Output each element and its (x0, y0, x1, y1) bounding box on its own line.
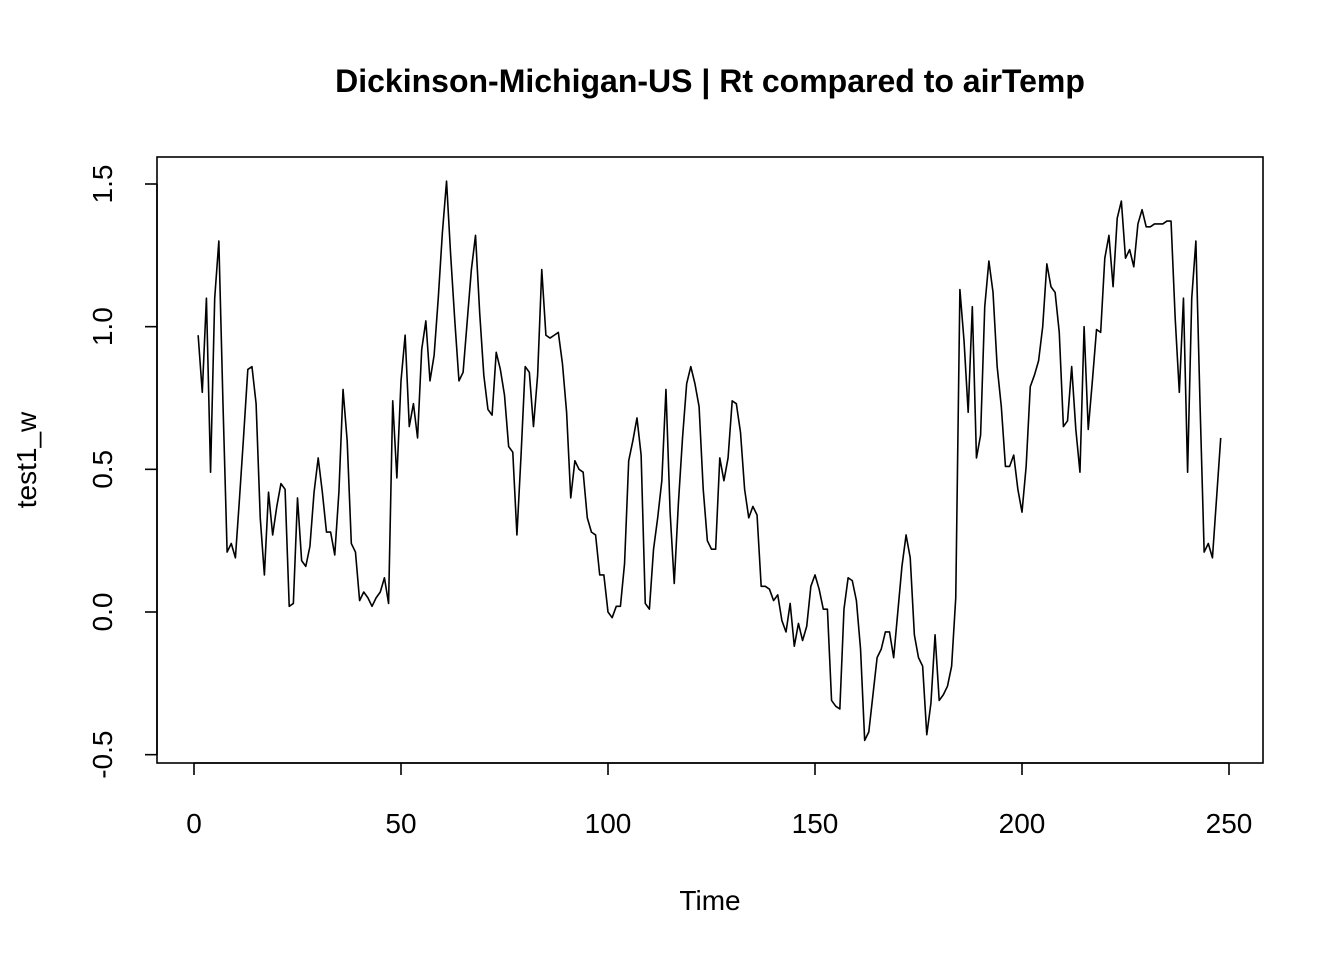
y-axis-label: test1_w (11, 411, 42, 508)
x-tick-label: 150 (792, 808, 839, 839)
series-line (197, 180, 1222, 742)
x-tick-label: 0 (186, 808, 202, 839)
x-axis: 0 50 100 150 200 250 (186, 762, 1253, 839)
y-axis: -0.5 0.0 0.5 1.0 1.5 (87, 165, 158, 779)
x-axis-label: Time (679, 885, 740, 916)
y-tick-label: 0.0 (87, 593, 118, 632)
x-tick-label: 100 (585, 808, 632, 839)
y-tick-label: 1.5 (87, 165, 118, 204)
y-tick-label: -0.5 (87, 731, 118, 779)
y-tick-label: 1.0 (87, 307, 118, 346)
chart-title: Dickinson-Michigan-US | Rt compared to a… (335, 63, 1085, 99)
y-tick-label: 0.5 (87, 450, 118, 489)
series-layer (197, 180, 1222, 742)
x-tick-label: 200 (999, 808, 1046, 839)
x-tick-label: 250 (1206, 808, 1253, 839)
x-tick-label: 50 (385, 808, 416, 839)
